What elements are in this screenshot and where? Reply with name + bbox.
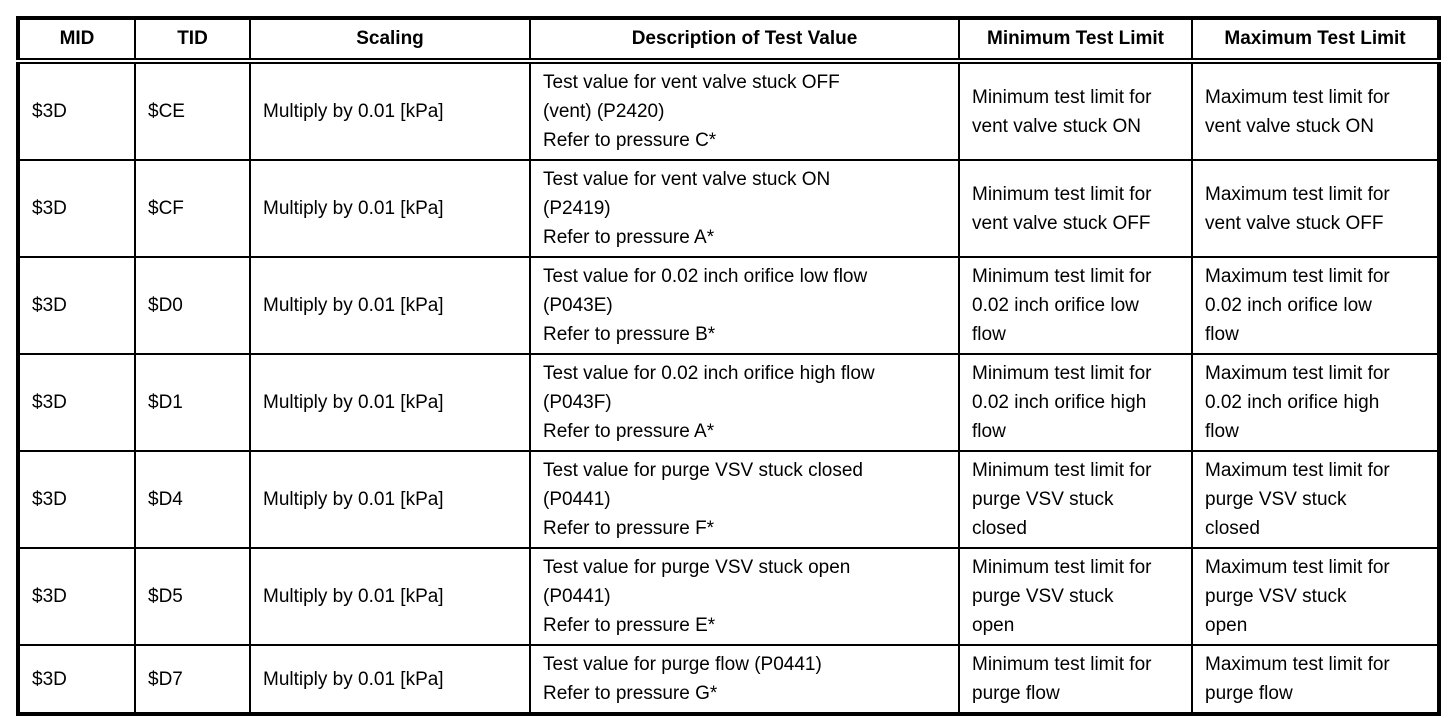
test-value-table: MID TID Scaling Description of Test Valu… (16, 16, 1441, 716)
cell-min-limit: Minimum test limit for vent valve stuck … (958, 159, 1193, 258)
cell-tid: $D0 (134, 256, 251, 355)
cell-mid: $3D (17, 644, 136, 715)
cell-min-limit: Minimum test limit for purge VSV stuck o… (958, 547, 1193, 646)
cell-max-limit: Maximum test limit for 0.02 inch orifice… (1191, 353, 1440, 452)
cell-max-limit: Maximum test limit for vent valve stuck … (1191, 60, 1440, 161)
cell-scaling: Multiply by 0.01 [kPa] (249, 450, 531, 549)
cell-mid: $3D (17, 256, 136, 355)
cell-min-limit: Minimum test limit for purge VSV stuck c… (958, 450, 1193, 549)
table-row: $3D $D4 Multiply by 0.01 [kPa] Test valu… (17, 450, 1440, 549)
cell-tid: $D1 (134, 353, 251, 452)
table-row: $3D $D7 Multiply by 0.01 [kPa] Test valu… (17, 644, 1440, 715)
header-min-limit: Minimum Test Limit (958, 17, 1193, 64)
header-mid: MID (17, 17, 136, 64)
table-header-row: MID TID Scaling Description of Test Valu… (17, 17, 1440, 64)
cell-max-limit: Maximum test limit for purge VSV stuck c… (1191, 450, 1440, 549)
cell-scaling: Multiply by 0.01 [kPa] (249, 159, 531, 258)
cell-tid: $D5 (134, 547, 251, 646)
cell-description: Test value for purge VSV stuck open (P04… (529, 547, 960, 646)
cell-mid: $3D (17, 547, 136, 646)
cell-scaling: Multiply by 0.01 [kPa] (249, 547, 531, 646)
cell-min-limit: Minimum test limit for vent valve stuck … (958, 60, 1193, 161)
cell-max-limit: Maximum test limit for vent valve stuck … (1191, 159, 1440, 258)
header-description: Description of Test Value (529, 17, 960, 64)
header-max-limit: Maximum Test Limit (1191, 17, 1440, 64)
cell-description: Test value for purge flow (P0441) Refer … (529, 644, 960, 715)
cell-tid: $CF (134, 159, 251, 258)
header-scaling: Scaling (249, 17, 531, 64)
cell-mid: $3D (17, 159, 136, 258)
table-row: $3D $D5 Multiply by 0.01 [kPa] Test valu… (17, 547, 1440, 646)
cell-description: Test value for 0.02 inch orifice low flo… (529, 256, 960, 355)
cell-description: Test value for purge VSV stuck closed (P… (529, 450, 960, 549)
cell-tid: $D4 (134, 450, 251, 549)
cell-scaling: Multiply by 0.01 [kPa] (249, 60, 531, 161)
cell-tid: $CE (134, 60, 251, 161)
cell-description: Test value for vent valve stuck ON (P241… (529, 159, 960, 258)
cell-mid: $3D (17, 450, 136, 549)
cell-scaling: Multiply by 0.01 [kPa] (249, 256, 531, 355)
cell-max-limit: Maximum test limit for purge VSV stuck o… (1191, 547, 1440, 646)
cell-max-limit: Maximum test limit for 0.02 inch orifice… (1191, 256, 1440, 355)
cell-min-limit: Minimum test limit for 0.02 inch orifice… (958, 353, 1193, 452)
cell-min-limit: Minimum test limit for purge flow (958, 644, 1193, 715)
cell-scaling: Multiply by 0.01 [kPa] (249, 644, 531, 715)
table-row: $3D $D1 Multiply by 0.01 [kPa] Test valu… (17, 353, 1440, 452)
table-row: $3D $CE Multiply by 0.01 [kPa] Test valu… (17, 60, 1440, 161)
cell-scaling: Multiply by 0.01 [kPa] (249, 353, 531, 452)
cell-mid: $3D (17, 353, 136, 452)
header-tid: TID (134, 17, 251, 64)
cell-tid: $D7 (134, 644, 251, 715)
cell-max-limit: Maximum test limit for purge flow (1191, 644, 1440, 715)
cell-mid: $3D (17, 60, 136, 161)
table-row: $3D $D0 Multiply by 0.01 [kPa] Test valu… (17, 256, 1440, 355)
table-row: $3D $CF Multiply by 0.01 [kPa] Test valu… (17, 159, 1440, 258)
cell-description: Test value for vent valve stuck OFF (ven… (529, 60, 960, 161)
cell-description: Test value for 0.02 inch orifice high fl… (529, 353, 960, 452)
cell-min-limit: Minimum test limit for 0.02 inch orifice… (958, 256, 1193, 355)
